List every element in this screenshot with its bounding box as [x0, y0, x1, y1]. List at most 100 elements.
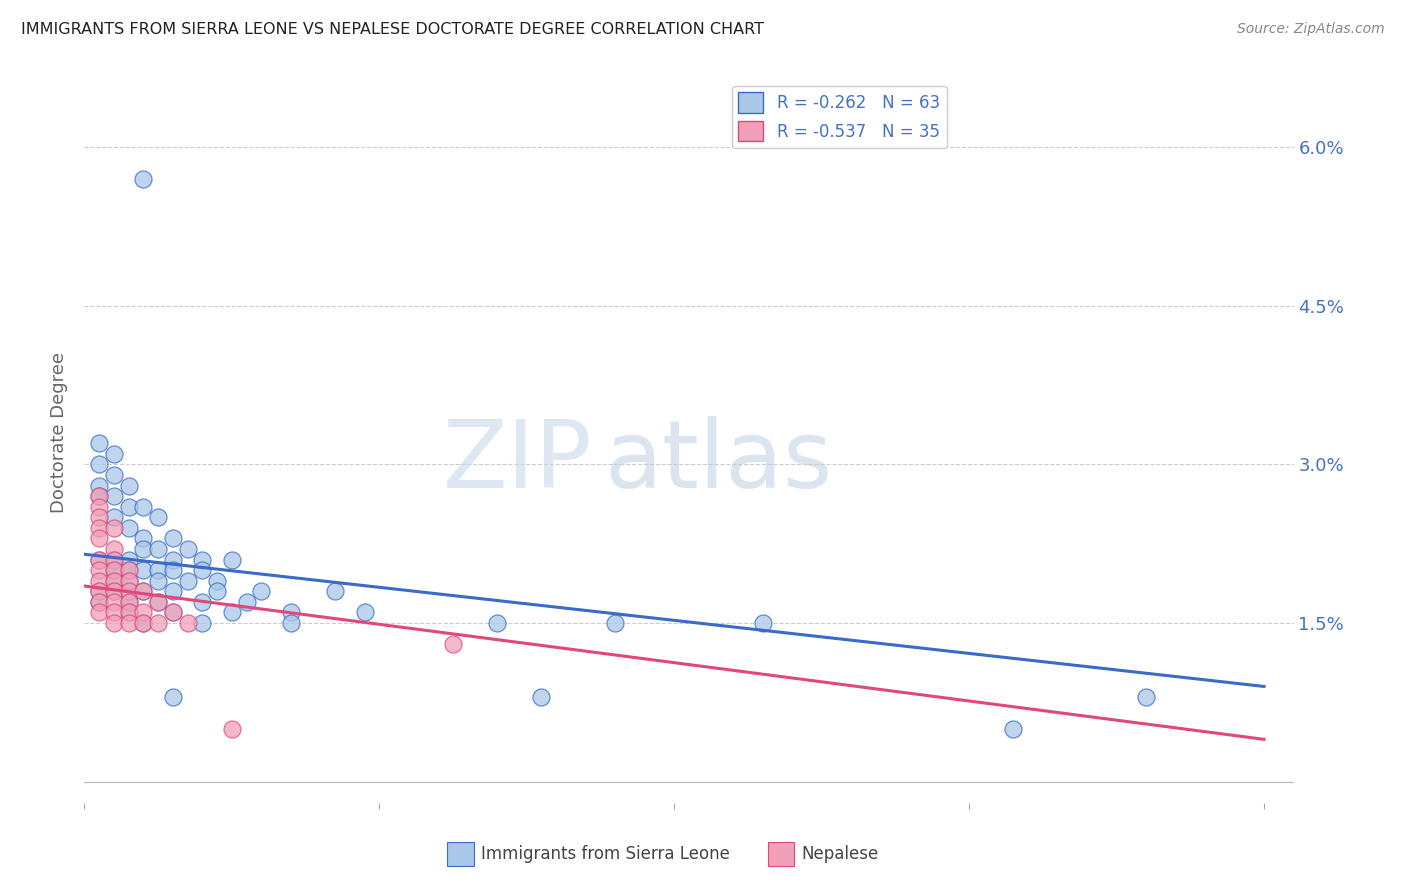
Text: atlas: atlas	[605, 417, 832, 508]
Point	[221, 552, 243, 566]
Point	[146, 574, 169, 588]
Text: IMMIGRANTS FROM SIERRA LEONE VS NEPALESE DOCTORATE DEGREE CORRELATION CHART: IMMIGRANTS FROM SIERRA LEONE VS NEPALESE…	[21, 22, 763, 37]
Bar	[447, 842, 474, 866]
Point	[87, 478, 110, 492]
Point	[132, 500, 155, 514]
Point	[132, 615, 155, 630]
Point	[146, 541, 169, 556]
Point	[103, 447, 125, 461]
Point	[162, 584, 184, 599]
Point	[132, 541, 155, 556]
Point	[87, 436, 110, 450]
Point	[605, 615, 627, 630]
Point	[103, 563, 125, 577]
Point	[103, 584, 125, 599]
Point	[87, 489, 110, 503]
Point	[353, 606, 375, 620]
Point	[221, 606, 243, 620]
Bar	[768, 842, 794, 866]
Point	[87, 552, 110, 566]
Point	[132, 532, 155, 546]
Point	[176, 541, 198, 556]
Point	[103, 541, 125, 556]
Point	[221, 722, 243, 736]
Point	[117, 563, 139, 577]
Point	[117, 595, 139, 609]
Point	[162, 552, 184, 566]
Point	[117, 615, 139, 630]
Point	[87, 606, 110, 620]
Point	[117, 563, 139, 577]
Legend: R = -0.262   N = 63, R = -0.537   N = 35: R = -0.262 N = 63, R = -0.537 N = 35	[733, 86, 946, 148]
Point	[117, 574, 139, 588]
Point	[146, 615, 169, 630]
Point	[132, 606, 155, 620]
Point	[117, 584, 139, 599]
Text: Immigrants from Sierra Leone: Immigrants from Sierra Leone	[481, 845, 730, 863]
Point	[132, 584, 155, 599]
Text: ZIP: ZIP	[443, 417, 592, 508]
Point	[132, 563, 155, 577]
Point	[103, 584, 125, 599]
Point	[103, 595, 125, 609]
Point	[87, 595, 110, 609]
Point	[280, 615, 302, 630]
Point	[146, 595, 169, 609]
Point	[117, 595, 139, 609]
Point	[87, 574, 110, 588]
Point	[146, 510, 169, 524]
Point	[87, 489, 110, 503]
Point	[117, 521, 139, 535]
Point	[176, 574, 198, 588]
Point	[103, 563, 125, 577]
Text: Nepalese: Nepalese	[801, 845, 879, 863]
Point	[162, 532, 184, 546]
Y-axis label: Doctorate Degree: Doctorate Degree	[51, 352, 69, 513]
Point	[235, 595, 257, 609]
Point	[103, 574, 125, 588]
Point	[103, 489, 125, 503]
Point	[1135, 690, 1157, 704]
Point	[176, 615, 198, 630]
Point	[87, 532, 110, 546]
Point	[117, 478, 139, 492]
Point	[132, 615, 155, 630]
Point	[530, 690, 553, 704]
Point	[323, 584, 346, 599]
Point	[117, 606, 139, 620]
Point	[87, 552, 110, 566]
Point	[87, 595, 110, 609]
Point	[117, 606, 139, 620]
Point	[103, 552, 125, 566]
Point	[117, 574, 139, 588]
Point	[162, 690, 184, 704]
Point	[103, 467, 125, 482]
Point	[280, 606, 302, 620]
Point	[87, 458, 110, 472]
Point	[1002, 722, 1025, 736]
Point	[751, 615, 773, 630]
Point	[191, 595, 214, 609]
Point	[486, 615, 509, 630]
Point	[191, 552, 214, 566]
Point	[87, 500, 110, 514]
Point	[117, 552, 139, 566]
Point	[162, 606, 184, 620]
Point	[87, 584, 110, 599]
Point	[250, 584, 273, 599]
Point	[191, 563, 214, 577]
Point	[162, 606, 184, 620]
Point	[117, 500, 139, 514]
Point	[132, 584, 155, 599]
Text: Source: ZipAtlas.com: Source: ZipAtlas.com	[1237, 22, 1385, 37]
Point	[191, 615, 214, 630]
Point	[205, 584, 228, 599]
Point	[87, 521, 110, 535]
Point	[205, 574, 228, 588]
Point	[146, 595, 169, 609]
Point	[441, 637, 464, 651]
Point	[87, 510, 110, 524]
Point	[87, 563, 110, 577]
Point	[146, 563, 169, 577]
Point	[132, 171, 155, 186]
